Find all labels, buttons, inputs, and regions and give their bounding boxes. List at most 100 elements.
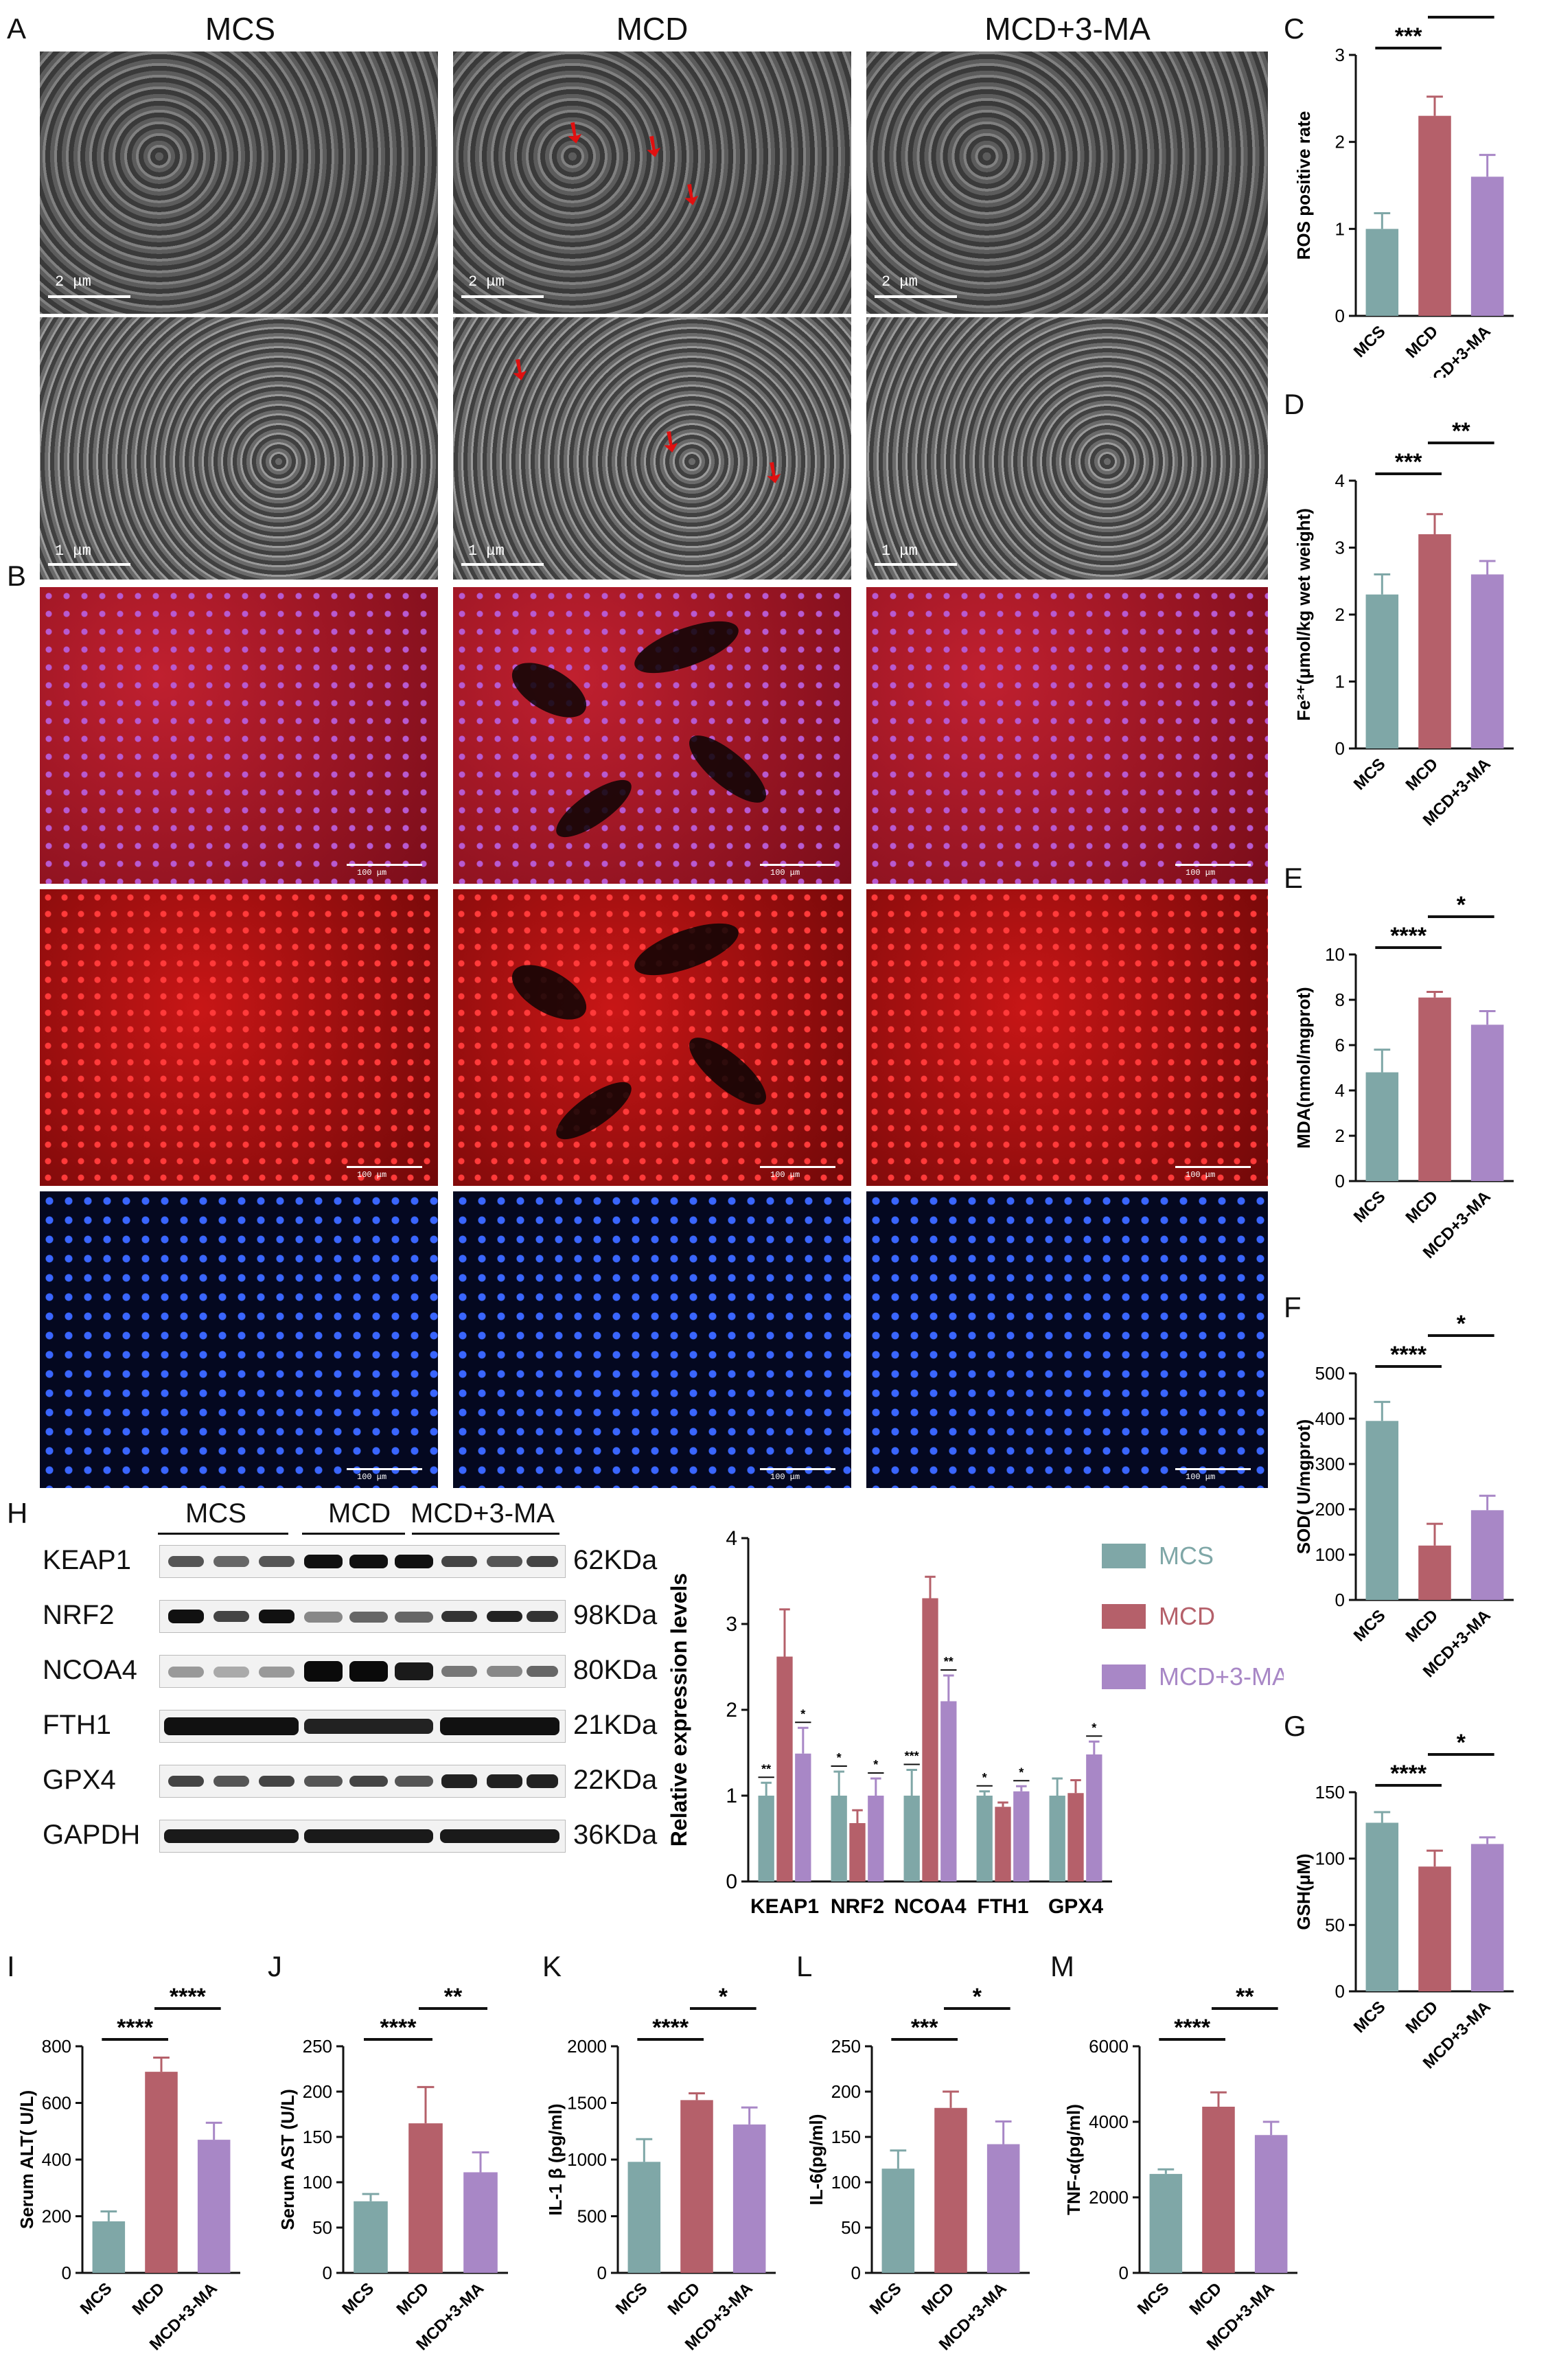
- fluor-red-mcd: [453, 889, 851, 1186]
- y-tick-label: 8: [1335, 989, 1345, 1010]
- legend-swatch: [1102, 1664, 1146, 1689]
- bar: [1365, 594, 1399, 748]
- bar: [1418, 534, 1451, 748]
- x-tick-label: KEAP1: [750, 1895, 819, 1918]
- bar: [940, 1701, 957, 1881]
- bar: [732, 2124, 766, 2273]
- x-tick-label: MCS: [1350, 1187, 1389, 1226]
- y-tick-label: 50: [312, 2217, 332, 2238]
- significance-label: *: [873, 1758, 878, 1772]
- scale-bar: [875, 563, 957, 566]
- fluor-blue-mcd3ma: [866, 1191, 1268, 1488]
- significance-label: **: [444, 1984, 463, 2010]
- wb-group-mcs: MCS: [185, 1498, 246, 1529]
- y-tick-label: 4000: [1089, 2112, 1129, 2132]
- scale-label: 100 μm: [770, 868, 800, 878]
- col-header-mcs: MCS: [205, 11, 276, 47]
- significance-label: *: [1019, 1765, 1024, 1779]
- panel-letter-f: F: [1284, 1291, 1302, 1323]
- y-tick-label: 6: [1335, 1035, 1345, 1055]
- y-tick-label: 0: [323, 2263, 332, 2283]
- bar: [1365, 229, 1399, 316]
- legend-label: MCS: [1159, 1542, 1214, 1570]
- y-tick-label: 150: [303, 2127, 332, 2147]
- y-tick-label: 1500: [567, 2093, 607, 2114]
- y-axis-label: Relative expression levels: [667, 1573, 691, 1846]
- x-tick-label: GPX4: [1048, 1895, 1103, 1918]
- bar: [1365, 1822, 1399, 1991]
- x-tick-label: MCS: [77, 2279, 116, 2318]
- y-tick-label: 50: [1325, 1914, 1345, 1935]
- x-tick-label: MCD: [129, 2279, 169, 2319]
- bar: [903, 1796, 920, 1881]
- bar: [1149, 2173, 1183, 2273]
- y-tick-label: 0: [1119, 2263, 1129, 2283]
- bar: [934, 2107, 967, 2273]
- y-tick-label: 0: [1335, 738, 1345, 759]
- bar: [1470, 1844, 1504, 1991]
- x-tick-label: FTH1: [978, 1895, 1029, 1918]
- y-tick-label: 3: [1335, 45, 1345, 65]
- y-tick-label: 0: [597, 2263, 607, 2283]
- y-tick-label: 50: [841, 2217, 861, 2238]
- x-tick-label: MCS: [1350, 1606, 1389, 1645]
- significance-label: *: [1457, 1311, 1466, 1337]
- bar: [197, 2140, 231, 2273]
- significance-label: ***: [1395, 23, 1422, 49]
- y-tick-label: 4: [726, 1527, 737, 1550]
- scale-label: 2 μm: [55, 273, 91, 290]
- significance-label: ****: [1390, 1761, 1427, 1787]
- significance-label: *: [973, 1984, 982, 2010]
- significance-label: **: [1452, 418, 1470, 444]
- bar: [1470, 574, 1504, 748]
- wb-size: 80KDa: [573, 1655, 658, 1685]
- x-tick-label: MCD: [1186, 2279, 1226, 2319]
- significance-label: *: [1457, 14, 1466, 19]
- scale-label: 100 μm: [357, 1472, 387, 1482]
- tem-image-mcd3ma-low: [866, 52, 1268, 314]
- bar: [758, 1796, 774, 1881]
- bar: [1365, 1072, 1399, 1181]
- bar: [849, 1823, 866, 1881]
- significance-label: *: [837, 1751, 842, 1765]
- x-tick-label: MCD: [1402, 1187, 1442, 1227]
- scale-label: 2 μm: [881, 273, 918, 290]
- x-tick-label: MCD: [393, 2279, 433, 2319]
- x-tick-label: MCS: [1134, 2279, 1173, 2318]
- panel-letter-g: G: [1284, 1710, 1306, 1742]
- wb-size: 22KDa: [573, 1765, 658, 1795]
- y-tick-label: 1: [1335, 672, 1345, 692]
- significance-label: ****: [1174, 2015, 1211, 2041]
- y-axis-label: GSH(μM): [1293, 1853, 1314, 1930]
- y-tick-label: 0: [726, 1870, 737, 1893]
- y-tick-label: 250: [831, 2036, 861, 2057]
- fluor-blue-mcs: [40, 1191, 438, 1488]
- wb-size: 62KDa: [573, 1545, 658, 1575]
- y-tick-label: 4: [1335, 1080, 1345, 1101]
- bar: [1418, 1866, 1451, 1991]
- x-tick-label: MCS: [338, 2279, 378, 2318]
- significance-label: ***: [911, 2015, 938, 2041]
- x-tick-label: MCD: [665, 2279, 704, 2319]
- y-tick-label: 6000: [1089, 2036, 1129, 2057]
- x-tick-label: MCS: [866, 2279, 905, 2318]
- scale-bar: [1175, 1468, 1251, 1470]
- y-axis-label: ROS positive rate: [1293, 111, 1314, 260]
- tem-image-mcd-high: [453, 317, 851, 580]
- significance-label: ****: [652, 2015, 689, 2041]
- wb-strip: [159, 1655, 566, 1688]
- tem-image-mcs-low: [40, 52, 438, 314]
- col-header-mcd-3ma: MCD+3-MA: [984, 11, 1151, 47]
- bar: [1013, 1791, 1030, 1881]
- y-tick-label: 600: [42, 2093, 71, 2114]
- bar: [986, 2144, 1020, 2273]
- bar: [354, 2201, 388, 2273]
- significance-label: **: [1236, 1984, 1254, 2010]
- y-tick-label: 100: [1315, 1544, 1345, 1565]
- bar: [1086, 1754, 1102, 1881]
